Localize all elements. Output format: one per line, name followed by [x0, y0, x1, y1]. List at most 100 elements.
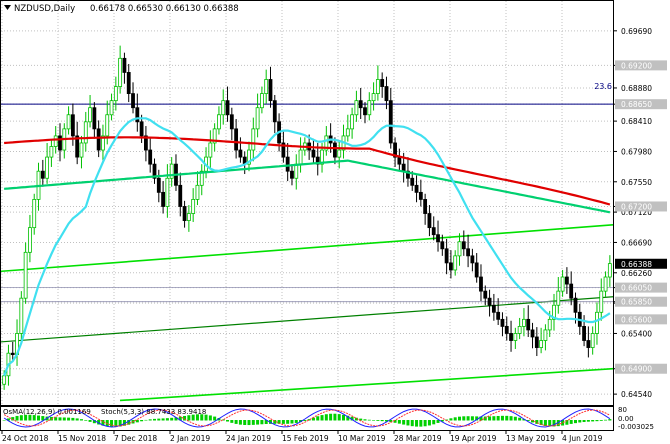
- oscillator-panel: OsMA(12,26,9) 0.001169 Stoch(5,3,3) 88.7…: [0, 406, 654, 431]
- osma-bar: [591, 420, 595, 422]
- osma-bar: [88, 420, 92, 422]
- osma-bar: [6, 418, 10, 421]
- candle-body: [113, 86, 118, 102]
- moving-averages: [3, 117, 611, 377]
- ohlc-values: 0.66178 0.66530 0.66130 0.66388: [90, 4, 239, 14]
- candle-body: [320, 149, 324, 165]
- candle-body: [487, 297, 492, 306]
- osma-bar: [238, 420, 242, 425]
- candle-body: [393, 142, 397, 158]
- candle-body: [358, 100, 363, 109]
- candle-body: [122, 57, 127, 73]
- osma-bar: [281, 420, 285, 424]
- candle-body: [363, 107, 367, 116]
- osma-bar: [324, 414, 328, 421]
- candle-body: [2, 375, 7, 385]
- price-level-badge-label: 0.69200: [621, 61, 652, 70]
- osma-bar: [496, 415, 500, 421]
- channel-middle-line: [0, 296, 614, 343]
- candle-body: [410, 177, 415, 186]
- osma-bar: [475, 416, 479, 421]
- candle-body: [573, 297, 578, 313]
- osma-bar: [573, 420, 577, 424]
- osma-bar: [543, 420, 547, 426]
- candle-body: [483, 290, 488, 299]
- osma-bar: [28, 414, 32, 421]
- candle-body: [590, 333, 595, 348]
- candle-body: [406, 170, 410, 179]
- price-axis: 0.69690 0.69200 0.68880 0.68650 0.68410 0.679…: [613, 27, 667, 399]
- price-tick-label: 0.64540: [621, 390, 652, 399]
- price-tick-label: 0.66260: [621, 269, 652, 278]
- grid: [1, 1, 613, 430]
- osma-bar: [354, 417, 358, 421]
- price-tick-label: 0.67980: [621, 147, 652, 156]
- candle-body: [144, 135, 148, 151]
- osma-bar: [290, 420, 294, 424]
- candle-body: [526, 318, 531, 331]
- osc-axis-mid: 0.00: [618, 415, 634, 423]
- candle-body: [552, 304, 556, 320]
- candle-body: [88, 107, 92, 123]
- ma-50-line: [3, 117, 611, 377]
- candle-body: [259, 93, 264, 109]
- osma-bar: [402, 420, 406, 425]
- osma-bar: [183, 415, 187, 421]
- dropdown-triangle-icon[interactable]: [4, 5, 11, 10]
- candle-body: [290, 170, 294, 179]
- osma-bar: [226, 420, 230, 422]
- osma-histogram: [2, 413, 612, 427]
- candle-body: [225, 100, 230, 116]
- candle-body: [569, 283, 574, 299]
- candle-body: [371, 93, 376, 102]
- candle-body: [543, 329, 548, 341]
- candle-body: [595, 311, 599, 334]
- stoch-main-line: [3, 408, 611, 428]
- candle-body: [217, 114, 221, 130]
- candle-body: [92, 107, 97, 130]
- osma-bar: [578, 420, 582, 423]
- time-tick-label: 24 Oct 2018: [2, 434, 49, 443]
- candle-body: [534, 336, 539, 348]
- candle-body: [474, 262, 479, 278]
- osma-bar: [286, 420, 290, 424]
- candle-body: [19, 297, 24, 334]
- price-tick-label: 0.68880: [621, 84, 652, 93]
- candle-body: [479, 276, 483, 292]
- osma-bar: [604, 419, 608, 421]
- candle-body: [603, 276, 608, 292]
- osma-bar: [535, 420, 539, 424]
- price-level-badge-label: 0.68650: [621, 100, 652, 109]
- osma-bar: [445, 419, 449, 421]
- osma-bar: [260, 420, 264, 425]
- candle-body: [79, 142, 84, 158]
- osma-bar: [294, 420, 298, 423]
- candle-body: [311, 149, 316, 158]
- time-tick-label: 2 Jan 2019: [170, 434, 210, 443]
- price-tick-label: 0.67120: [621, 208, 652, 217]
- candle-body: [470, 255, 475, 264]
- candle-body: [139, 121, 144, 137]
- candle-body: [449, 262, 453, 271]
- candle-body: [53, 135, 58, 147]
- osma-bar: [526, 420, 530, 421]
- candle-body: [466, 248, 470, 257]
- osma-bar: [500, 415, 504, 421]
- fib-level-label: 23.6: [594, 82, 612, 91]
- osma-bar: [187, 415, 191, 421]
- candle-body: [418, 191, 423, 200]
- osma-bar: [337, 414, 341, 421]
- osma-bar: [608, 419, 612, 421]
- candle-body: [556, 290, 561, 306]
- price-tick-label: 0.69690: [621, 27, 652, 36]
- price-tick-label: 0.68410: [621, 117, 652, 126]
- candle-body: [75, 135, 80, 158]
- osma-bar: [406, 420, 410, 426]
- osma-bar: [174, 417, 178, 421]
- osma-bar: [2, 420, 6, 421]
- osma-bar: [565, 420, 569, 425]
- osma-bar: [191, 414, 195, 421]
- candle-body: [186, 213, 191, 221]
- osc-axis-bottom: -0.003025: [618, 423, 654, 431]
